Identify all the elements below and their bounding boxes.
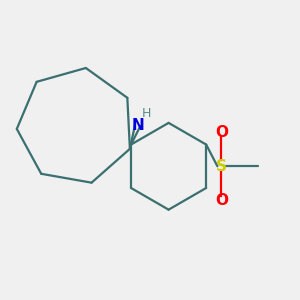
Text: O: O (215, 125, 228, 140)
Text: S: S (216, 159, 227, 174)
Text: N: N (131, 118, 144, 134)
Text: O: O (215, 193, 228, 208)
Text: H: H (142, 107, 152, 120)
